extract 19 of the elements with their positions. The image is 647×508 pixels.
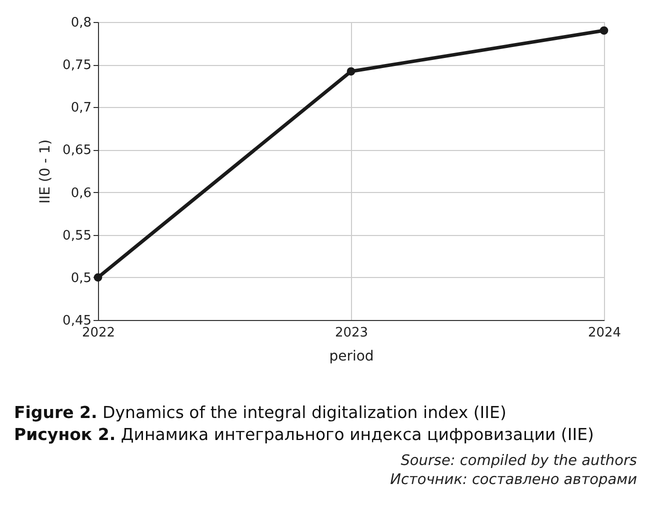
y-tick-label: 0,65 [62,143,92,158]
y-tick-label: 0,7 [70,100,92,116]
x-tick-label: 2024 [588,326,622,340]
y-tick-label: 0,6 [70,186,92,201]
y-axis-title: IIE (0 - 1) [38,139,54,204]
text: Источник: составлено авторами [390,471,637,490]
text: Рисунок 2. Динамика интегрального индекса цифровизации (IIE) [14,424,594,446]
y-tick-label: 0,8 [70,16,92,30]
point [600,26,608,35]
point [346,67,356,76]
point [94,273,102,282]
x-tick-label: 2022 [82,326,116,340]
text: Sourse: compiled by the authors [400,452,637,471]
x-tick-label: 2023 [334,326,368,340]
y-tick-label: 0,5 [70,270,92,286]
y-tick-label: 0,75 [62,58,92,74]
y-tick-label: 0,55 [62,228,92,244]
text: Figure 2. Dynamics of the integral digitalization index (IIE) [14,402,508,424]
x-axis-title: period [329,348,374,364]
